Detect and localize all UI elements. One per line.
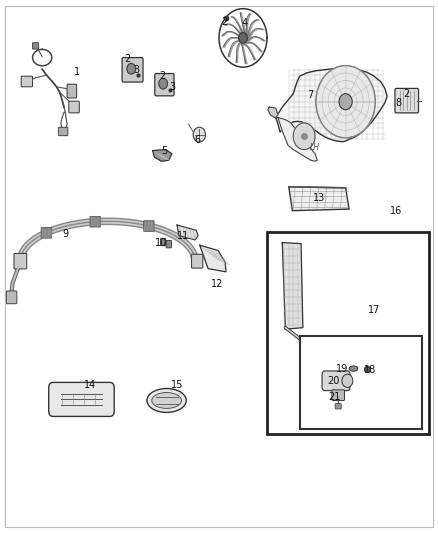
FancyBboxPatch shape (332, 390, 345, 400)
FancyBboxPatch shape (335, 403, 341, 409)
Text: 9: 9 (62, 229, 68, 239)
Ellipse shape (152, 392, 181, 408)
FancyBboxPatch shape (32, 43, 39, 49)
Circle shape (193, 127, 205, 142)
FancyBboxPatch shape (67, 84, 77, 98)
Text: 21: 21 (328, 392, 341, 402)
FancyBboxPatch shape (160, 238, 166, 246)
FancyBboxPatch shape (90, 216, 100, 227)
Text: 6: 6 (194, 135, 200, 145)
Bar (300, 336, 422, 429)
FancyBboxPatch shape (41, 228, 52, 238)
Polygon shape (268, 107, 278, 118)
FancyBboxPatch shape (166, 240, 171, 248)
Text: 19: 19 (336, 364, 348, 374)
Text: 10: 10 (155, 238, 167, 247)
FancyBboxPatch shape (191, 254, 203, 268)
Circle shape (316, 66, 375, 138)
Ellipse shape (349, 366, 358, 371)
FancyBboxPatch shape (49, 382, 114, 416)
Text: 5: 5 (161, 146, 168, 156)
Circle shape (339, 94, 352, 110)
Text: 2: 2 (222, 17, 228, 27)
Polygon shape (278, 118, 317, 161)
Polygon shape (289, 187, 349, 211)
FancyBboxPatch shape (69, 101, 79, 113)
Text: 18: 18 (364, 365, 376, 375)
Text: 2: 2 (124, 54, 131, 64)
Text: 2: 2 (404, 88, 410, 99)
Circle shape (239, 33, 247, 43)
Circle shape (293, 123, 315, 150)
Polygon shape (152, 150, 172, 161)
FancyBboxPatch shape (14, 254, 27, 269)
Polygon shape (276, 68, 387, 142)
FancyBboxPatch shape (122, 58, 143, 82)
Bar (267, 232, 428, 434)
Text: 16: 16 (390, 206, 402, 216)
Polygon shape (177, 225, 198, 240)
FancyBboxPatch shape (322, 371, 350, 391)
FancyBboxPatch shape (155, 74, 174, 96)
Text: 8: 8 (395, 98, 401, 108)
Polygon shape (200, 245, 226, 272)
Text: 1: 1 (74, 68, 80, 77)
Text: 13: 13 (313, 193, 325, 204)
Text: LH: LH (310, 143, 320, 152)
Text: 3: 3 (133, 65, 139, 75)
Polygon shape (283, 243, 303, 329)
FancyBboxPatch shape (317, 346, 346, 358)
Text: 3: 3 (169, 82, 175, 92)
Ellipse shape (342, 374, 353, 387)
Ellipse shape (147, 389, 186, 413)
FancyBboxPatch shape (58, 127, 68, 136)
FancyBboxPatch shape (303, 349, 315, 357)
Text: 11: 11 (177, 231, 189, 241)
Circle shape (127, 63, 136, 74)
Text: 20: 20 (327, 376, 339, 386)
Text: 12: 12 (211, 279, 223, 289)
FancyBboxPatch shape (302, 340, 326, 355)
Text: 4: 4 (241, 18, 247, 28)
Text: 15: 15 (171, 379, 184, 390)
Text: 7: 7 (307, 90, 314, 100)
Circle shape (159, 78, 167, 89)
FancyBboxPatch shape (395, 88, 419, 113)
FancyBboxPatch shape (144, 221, 154, 231)
Text: 2: 2 (159, 71, 166, 81)
FancyBboxPatch shape (7, 291, 17, 304)
Text: 14: 14 (84, 379, 96, 390)
Text: 17: 17 (368, 305, 380, 315)
FancyBboxPatch shape (21, 76, 32, 87)
